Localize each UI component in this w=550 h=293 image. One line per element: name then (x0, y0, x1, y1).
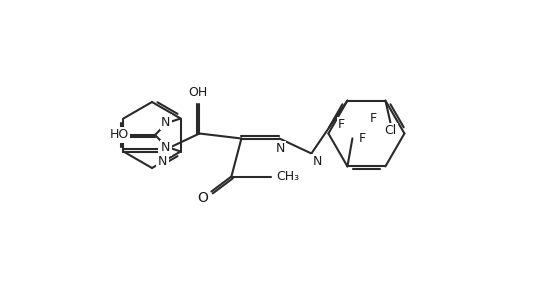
Text: N: N (158, 155, 167, 168)
Text: F: F (370, 112, 377, 125)
Text: N: N (276, 142, 285, 155)
Text: N: N (313, 155, 322, 168)
Text: F: F (359, 132, 366, 145)
Text: HO: HO (109, 129, 129, 142)
Text: Cl: Cl (384, 124, 397, 137)
Text: N: N (161, 116, 170, 129)
Text: O: O (197, 192, 208, 205)
Text: F: F (338, 118, 345, 131)
Text: OH: OH (188, 86, 207, 99)
Text: CH₃: CH₃ (276, 170, 299, 183)
Text: H: H (160, 149, 168, 162)
Text: N: N (161, 142, 170, 154)
